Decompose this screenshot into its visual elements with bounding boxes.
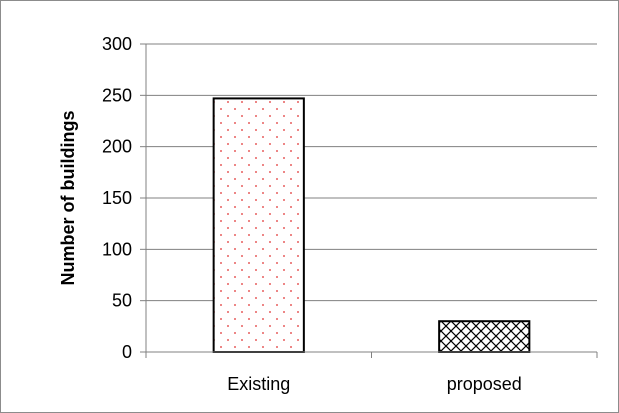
x-tick-labels: Existing proposed [227, 374, 522, 394]
y-axis-title: Number of buildings [58, 111, 78, 286]
y-tick-label: 300 [102, 34, 132, 54]
bars [212, 97, 531, 354]
y-tick-labels: 0 50 100 150 200 250 300 [102, 34, 132, 362]
y-tick-label: 50 [112, 291, 132, 311]
x-tick-label: proposed [447, 374, 522, 394]
axes [140, 43, 598, 358]
y-tick-label: 150 [102, 188, 132, 208]
y-tick-label: 250 [102, 85, 132, 105]
y-tick-label: 200 [102, 137, 132, 157]
y-tick-label: 100 [102, 239, 132, 259]
x-tick-label: Existing [227, 374, 290, 394]
y-tick-label: 0 [122, 342, 132, 362]
bar-proposed [438, 320, 531, 354]
bar-existing [212, 97, 305, 353]
